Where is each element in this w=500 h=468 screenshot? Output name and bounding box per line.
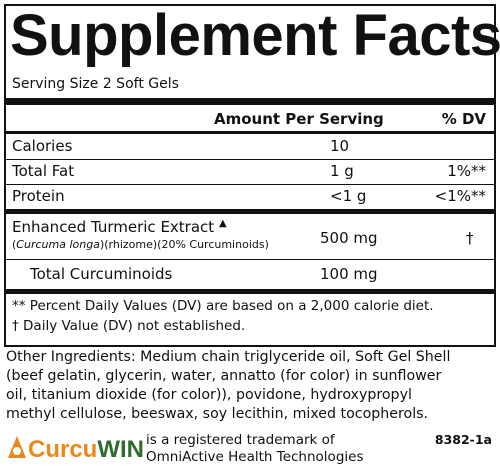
- rule: [6, 209, 494, 214]
- row-name: Total Fat: [12, 162, 75, 180]
- extract-amount: 500 mg: [320, 229, 378, 247]
- row-amount: 10: [330, 137, 350, 155]
- code: 8382-1a: [434, 432, 492, 447]
- column-header: Amount Per Serving: [214, 110, 384, 128]
- logo-part: Curcu: [28, 436, 98, 463]
- sub-row-name: Total Curcuminoids: [30, 265, 173, 283]
- ingredients-line: methyl cellulose, beeswax, soy lecithin,…: [6, 406, 429, 422]
- trademark: is a registered trademark of: [146, 432, 335, 448]
- rule: [6, 289, 494, 294]
- row-name: Protein: [12, 187, 65, 205]
- footnote: ** Percent Daily Values (DV) are based o…: [12, 298, 434, 314]
- extract-name-text: Enhanced Turmeric Extract: [12, 218, 215, 236]
- sub-row-amount: 100 mg: [320, 265, 378, 283]
- footnote: † Daily Value (DV) not established.: [12, 318, 246, 334]
- logo-icon: [8, 436, 26, 458]
- ingredients-line: (beef gelatin, glycerin, water, annatto …: [6, 368, 442, 384]
- rule: [6, 98, 494, 105]
- rule: [6, 259, 494, 260]
- trademark: OmniActive Health Technologies: [146, 449, 364, 465]
- rule: [6, 159, 494, 160]
- extract-name: Enhanced Turmeric Extract ▲: [12, 218, 227, 236]
- row-amount: <1 g: [330, 187, 367, 205]
- extract-sub: (Curcuma longa)(rhizome)(20% Curcuminoid…: [12, 238, 269, 251]
- row-dv: <1%**: [434, 187, 486, 205]
- logo-part: WIN: [97, 436, 144, 463]
- column-header: % DV: [441, 110, 486, 128]
- sub-text: Curcuma longa: [16, 238, 100, 251]
- title: Supplement Facts: [10, 3, 500, 68]
- sub-text: (: [12, 238, 17, 251]
- label-box: [4, 4, 496, 347]
- rule: [6, 131, 494, 134]
- serving-size: Serving Size 2 Soft Gels: [12, 76, 179, 92]
- extract-dv: †: [466, 229, 474, 247]
- row-dv: 1%**: [447, 162, 486, 180]
- rule: [6, 184, 494, 185]
- marker: ▲: [218, 218, 227, 229]
- row-amount: 1 g: [330, 162, 354, 180]
- sub-text: )(rhizome)(20% Curcuminoids): [99, 238, 269, 251]
- ingredients-line: oil, titanium dioxide (for color)), povi…: [6, 387, 412, 403]
- row-name: Calories: [12, 137, 73, 155]
- ingredients-line: Other Ingredients: Medium chain triglyce…: [6, 349, 451, 365]
- logo: CurcuWIN: [28, 436, 144, 464]
